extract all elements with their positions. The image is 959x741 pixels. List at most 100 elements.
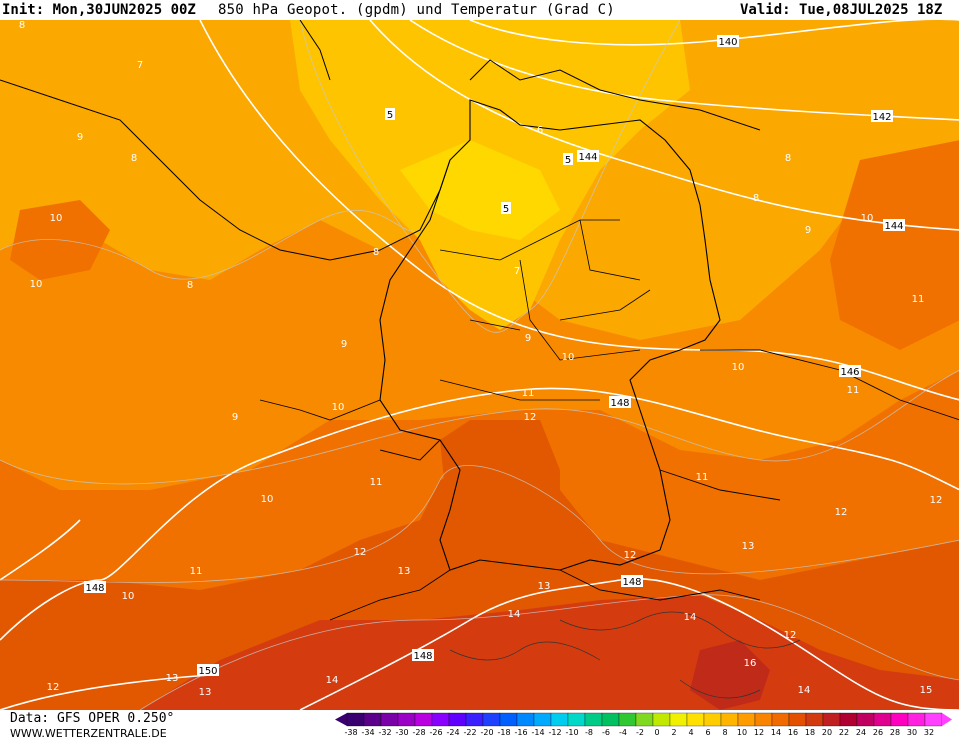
scale-swatch	[890, 712, 909, 727]
isohypse-142	[409, 20, 959, 121]
scale-swatch	[873, 712, 892, 727]
geopotential-label: 146	[840, 367, 859, 378]
scale-swatch	[567, 712, 586, 727]
scale-label: -16	[514, 728, 528, 737]
geopotential-label: 148	[413, 651, 432, 662]
temperature-label: 11	[696, 472, 709, 483]
geopotential-label-box	[883, 219, 905, 231]
scale-label: -20	[480, 728, 494, 737]
temperature-label: 12	[47, 682, 60, 693]
scale-swatch	[363, 712, 382, 727]
temperature-label: 10	[50, 213, 63, 224]
geopotential-label-box	[84, 581, 106, 593]
temperature-label: 16	[744, 658, 757, 669]
temperature-label: 10	[30, 279, 43, 290]
geopotential-label: 5	[503, 204, 509, 215]
scale-label: 18	[804, 728, 816, 737]
scale-swatch	[703, 712, 722, 727]
scale-label: -14	[531, 728, 545, 737]
valid-time: Valid: Tue,08JUL2025 18Z	[740, 2, 943, 18]
temperature-field-12-germany	[440, 420, 560, 560]
scale-label: -24	[446, 728, 460, 737]
temperature-label: 9	[805, 225, 811, 236]
scale-label: 12	[753, 728, 765, 737]
scale-swatch	[686, 712, 705, 727]
geopotential-label-box	[839, 365, 861, 377]
scale-label: 28	[889, 728, 901, 737]
temperature-field-2	[400, 140, 560, 240]
scale-swatch	[516, 712, 535, 727]
temperature-label: 8	[187, 280, 193, 291]
coastline	[0, 20, 761, 261]
temperature-label: 12	[524, 412, 537, 423]
scale-swatch	[397, 712, 416, 727]
scale-swatch	[550, 712, 569, 727]
scale-label: -10	[565, 728, 579, 737]
scale-label: 20	[821, 728, 833, 737]
scale-swatch	[482, 712, 501, 727]
init-time: Init: Mon,30JUN2025 00Z	[2, 2, 196, 18]
geopotential-label: 148	[85, 583, 104, 594]
temperature-label: 8	[373, 247, 379, 258]
temperature-label: 11	[370, 477, 383, 488]
scale-label: -38	[344, 728, 358, 737]
map-header: Init: Mon,30JUN2025 00Z 850 hPa Geopot. …	[0, 0, 959, 20]
scale-swatch	[380, 712, 399, 727]
scale-swatch	[652, 712, 671, 727]
scale-swatch	[414, 712, 433, 727]
geopotential-label: 142	[872, 112, 891, 123]
temperature-label: 9	[341, 339, 347, 350]
scale-label: -30	[395, 728, 409, 737]
geopotential-label: 144	[578, 152, 597, 163]
scale-arrow-left	[335, 713, 347, 726]
geopotential-label: 144	[884, 221, 903, 232]
geopotential-label-box	[501, 202, 511, 214]
scale-label: -34	[361, 728, 375, 737]
scale-label: 14	[770, 728, 782, 737]
temperature-label: 8	[131, 153, 137, 164]
temperature-label: 8	[785, 153, 791, 164]
scale-swatch	[822, 712, 841, 727]
scale-swatch	[448, 712, 467, 727]
scale-swatch	[669, 712, 688, 727]
geopotential-label: 148	[610, 398, 629, 409]
temperature-label: 11	[847, 385, 860, 396]
temperature-label: 14	[326, 675, 339, 686]
scale-swatch	[601, 712, 620, 727]
scale-label: 6	[705, 728, 711, 737]
geopotential-contours	[0, 20, 959, 710]
scale-swatch	[346, 712, 365, 727]
temperature-label: 10	[861, 213, 874, 224]
color-scale-labels: -38 -34 -32 -30 -28 -26 -24 -22 -20 -18 -16 -14 -12-…	[335, 728, 955, 740]
temperature-label: 11	[522, 388, 535, 399]
scale-label: -26	[429, 728, 443, 737]
scale-swatch	[754, 712, 773, 727]
scale-label: -32	[378, 728, 392, 737]
scale-swatch	[431, 712, 450, 727]
temperature-label: 15	[920, 685, 933, 696]
color-scale	[335, 712, 952, 727]
scale-arrow-right	[942, 713, 952, 726]
scale-swatch	[907, 712, 926, 727]
geopotential-label: 150	[198, 666, 217, 677]
scale-label: 30	[906, 728, 918, 737]
temperature-field-10-east	[830, 140, 959, 350]
scale-swatch	[771, 712, 790, 727]
scale-swatch	[924, 712, 943, 727]
temperature-label: 12	[835, 507, 848, 518]
scale-swatch	[533, 712, 552, 727]
scale-label: -4	[619, 728, 627, 737]
geopotential-label-box	[577, 150, 599, 162]
geopotential-label-box	[385, 108, 395, 120]
scale-swatch	[499, 712, 518, 727]
geopotential-label-box	[563, 153, 573, 165]
scale-swatch	[465, 712, 484, 727]
temperature-label: 11	[912, 294, 925, 305]
isotherm-contours	[0, 20, 959, 710]
geopotential-label-box	[609, 396, 631, 408]
germany-border	[379, 99, 721, 571]
temperature-label: 14	[798, 685, 811, 696]
scale-swatch	[737, 712, 756, 727]
data-source: Data: GFS OPER 0.250°	[10, 711, 175, 726]
